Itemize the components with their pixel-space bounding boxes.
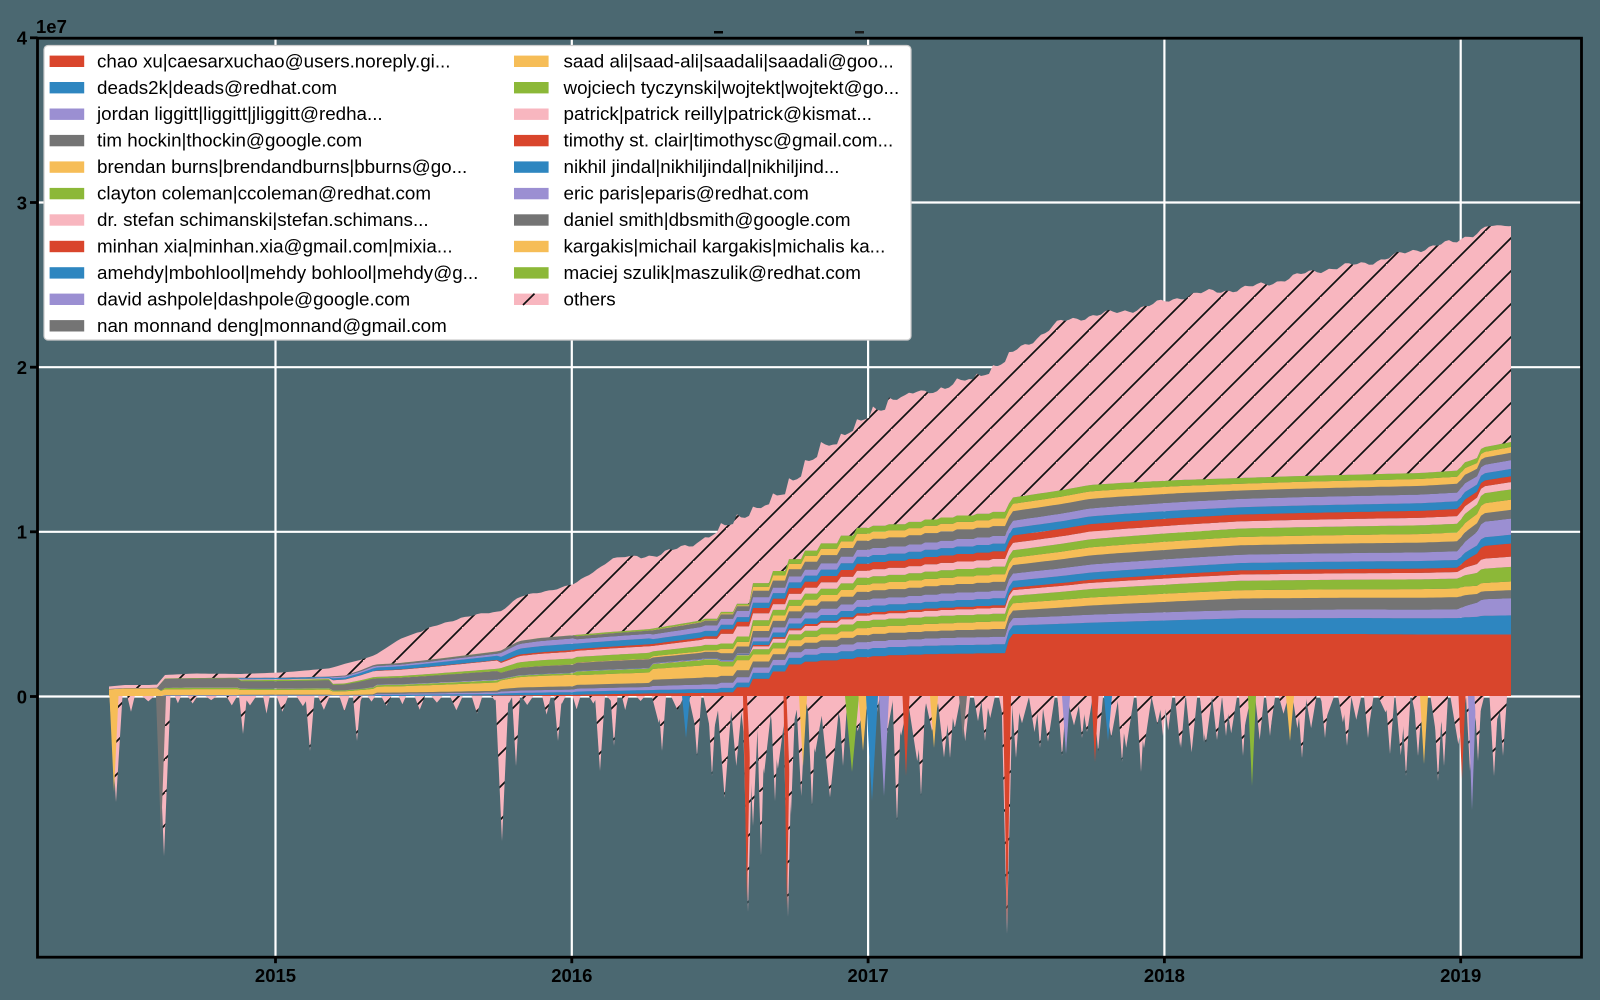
svg-text:timothy st. clair|timothysc@gm: timothy st. clair|timothysc@gmail.com...	[564, 130, 894, 151]
svg-text:wojciech tyczynski|wojtekt|woj: wojciech tyczynski|wojtekt|wojtekt@go...	[563, 77, 900, 98]
svg-text:brendan burns|brendandburns|bb: brendan burns|brendandburns|bburns@go...	[97, 156, 467, 177]
svg-text:0: 0	[17, 686, 27, 707]
svg-text:2016: 2016	[551, 965, 592, 986]
svg-text:daniel smith|dbsmith@google.co: daniel smith|dbsmith@google.com	[564, 209, 851, 230]
svg-text:deads2k|deads@redhat.com: deads2k|deads@redhat.com	[97, 77, 337, 98]
svg-text:tim hockin|thockin@google.com: tim hockin|thockin@google.com	[97, 130, 362, 151]
svg-text:saad ali|saad-ali|saadali|saad: saad ali|saad-ali|saadali|saadali@goo...	[564, 50, 894, 71]
svg-text:2019: 2019	[1440, 965, 1481, 986]
svg-text:2015: 2015	[255, 965, 296, 986]
svg-text:kargakis|michail kargakis|mich: kargakis|michail kargakis|michalis ka...	[564, 235, 886, 256]
svg-text:david ashpole|dashpole@google.: david ashpole|dashpole@google.com	[97, 288, 410, 309]
svg-text:1: 1	[17, 522, 27, 543]
svg-text:2: 2	[17, 357, 27, 378]
svg-text:maciej szulik|maszulik@redhat.: maciej szulik|maszulik@redhat.com	[564, 262, 861, 283]
svg-text:minhan xia|minhan.xia@gmail.co: minhan xia|minhan.xia@gmail.com|mixia...	[97, 235, 453, 256]
svg-text:dr. stefan schimanski|stefan.s: dr. stefan schimanski|stefan.schimans...	[97, 209, 429, 230]
svg-text:nikhil jindal|nikhiljindal|nik: nikhil jindal|nikhiljindal|nikhiljind...	[564, 156, 840, 177]
svg-text:nan monnand deng|monnand@gmail: nan monnand deng|monnand@gmail.com	[97, 315, 447, 336]
svg-text:clayton coleman|ccoleman@redha: clayton coleman|ccoleman@redhat.com	[97, 183, 431, 204]
svg-text:others: others	[564, 288, 616, 309]
svg-text:2017: 2017	[848, 965, 889, 986]
svg-text:3: 3	[17, 192, 27, 213]
svg-text:2018: 2018	[1144, 965, 1185, 986]
svg-text:jordan liggitt|liggitt|jliggit: jordan liggitt|liggitt|jliggitt@redha...	[96, 103, 383, 124]
svg-text:eric paris|eparis@redhat.com: eric paris|eparis@redhat.com	[564, 183, 809, 204]
svg-text:chao xu|caesarxuchao@users.nor: chao xu|caesarxuchao@users.noreply.gi...	[97, 50, 451, 71]
svg-text:amehdy|mbohlool|mehdy bohlool|: amehdy|mbohlool|mehdy bohlool|mehdy@g...	[97, 262, 478, 283]
svg-text:1e7: 1e7	[36, 16, 67, 37]
svg-text:4: 4	[17, 28, 28, 49]
svg-text:patrick|patrick reilly|patrick: patrick|patrick reilly|patrick@kismat...	[564, 103, 873, 124]
